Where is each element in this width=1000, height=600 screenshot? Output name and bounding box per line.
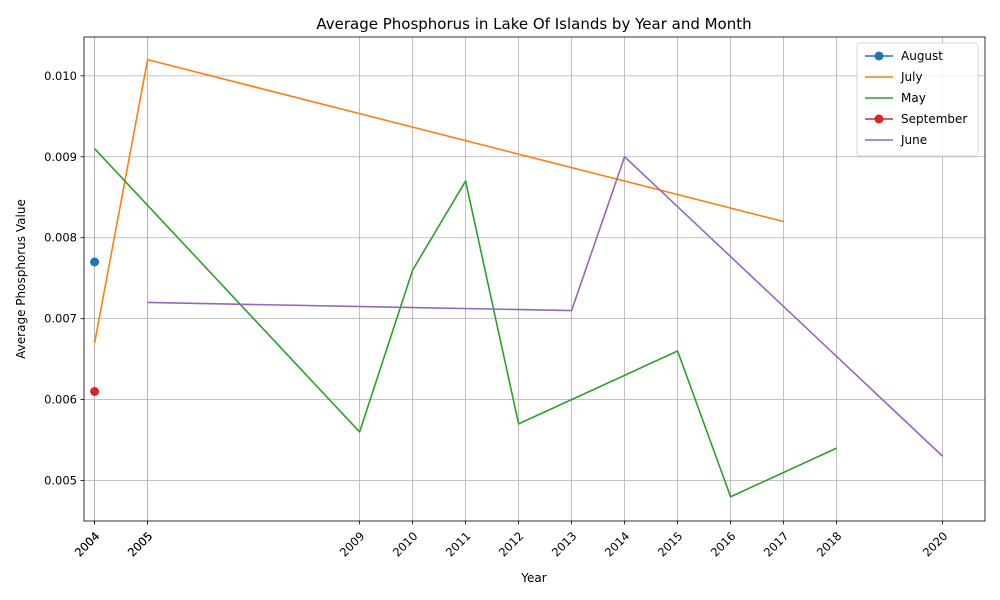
legend-label-may: May: [901, 91, 926, 105]
legend-marker-august: [874, 51, 884, 61]
y-tick-label: 0.007: [44, 312, 77, 326]
series-line-may: [94, 148, 837, 498]
data-point-september: [90, 387, 100, 397]
legend-label-july: July: [900, 70, 923, 84]
grid: [84, 37, 985, 521]
plot-frame: [83, 36, 986, 522]
legend-box: [856, 42, 979, 157]
y-tick-label: 0.006: [44, 393, 77, 407]
y-axis-ticks: 0.005 0.006 0.007 0.008 0.009 0.010: [44, 69, 84, 488]
legend-marker-september: [874, 114, 884, 124]
y-axis-label: Average Phosphorus Value: [14, 199, 28, 359]
y-tick-label: 0.008: [44, 231, 77, 245]
x-axis-label: Year: [520, 571, 546, 585]
y-tick-label: 0.010: [44, 69, 77, 83]
y-tick-label: 0.005: [44, 474, 77, 488]
chart-title: Average Phosphorus in Lake Of Islands by…: [316, 15, 751, 33]
series-group: [90, 58, 944, 498]
y-tick-label: 0.009: [44, 150, 77, 164]
legend: August July May September June: [856, 42, 979, 157]
data-point-august: [90, 257, 100, 267]
legend-label-september: September: [901, 112, 967, 126]
series-line-july: [93, 58, 784, 344]
legend-label-august: August: [901, 49, 943, 63]
legend-label-june: June: [900, 133, 927, 147]
series-line-june: [147, 155, 944, 457]
